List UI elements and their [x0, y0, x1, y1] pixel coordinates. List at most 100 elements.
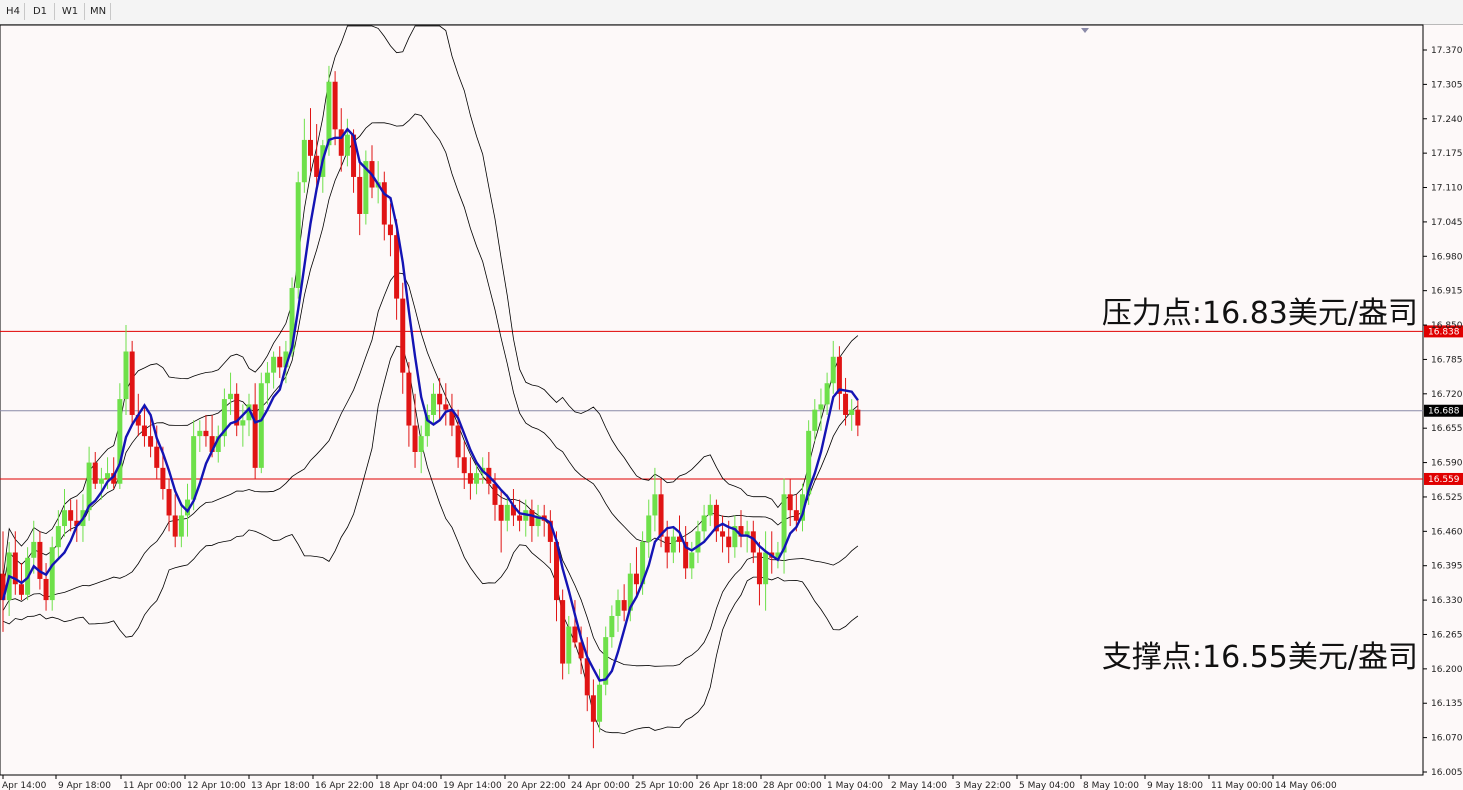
x-tick-label: 1 May 04:00 — [827, 781, 883, 790]
timeframe-tab-w1[interactable]: W1 — [56, 3, 85, 20]
x-tick-label: 12 Apr 10:00 — [187, 781, 246, 790]
candle-body — [314, 155, 320, 177]
candle — [129, 340, 135, 426]
candle-body — [670, 536, 676, 553]
candle — [117, 383, 123, 490]
candle — [756, 541, 762, 606]
candle-body — [166, 489, 172, 516]
timeframe-tab-d1[interactable]: D1 — [26, 3, 55, 20]
candle-body — [633, 573, 639, 585]
level-price-label: 16.838 — [1428, 327, 1460, 337]
x-tick-label: 14 May 06:00 — [1275, 781, 1337, 790]
timeframe-tab-mn[interactable]: MN — [86, 3, 111, 20]
candle-body — [277, 356, 283, 368]
candle — [830, 340, 836, 394]
y-tick-label: 16.200 — [1431, 665, 1463, 675]
chart-shift-marker-icon[interactable] — [1081, 28, 1089, 33]
timeframe-tab-h4[interactable]: H4 — [2, 3, 25, 20]
x-tick-label: 2 May 14:00 — [891, 781, 947, 790]
candle-body — [529, 510, 535, 527]
candle — [812, 399, 818, 442]
candle — [720, 515, 726, 553]
candle — [431, 383, 436, 426]
y-tick-label: 16.655 — [1431, 424, 1463, 434]
candle — [824, 372, 830, 415]
candle-body — [308, 139, 313, 156]
candle-body — [621, 600, 627, 611]
candle — [849, 399, 855, 431]
candle — [603, 626, 609, 696]
current-price-tag — [1424, 404, 1463, 417]
candle-body — [43, 578, 49, 601]
candle — [449, 393, 455, 437]
candle-body — [818, 404, 824, 410]
candle-body — [726, 536, 732, 548]
candle — [148, 414, 154, 458]
candle-body — [849, 409, 855, 415]
y-tick-label: 16.785 — [1431, 355, 1463, 365]
support-annotation: 支撑点:16.55美元/盎司 — [1102, 640, 1418, 675]
candle — [283, 340, 289, 384]
candle — [381, 171, 387, 241]
candle — [424, 404, 430, 447]
candle-body — [141, 425, 147, 437]
candle-body — [750, 531, 756, 553]
y-tick-label: 16.395 — [1431, 562, 1463, 572]
candle — [203, 414, 209, 447]
candle — [37, 531, 43, 590]
candle-body — [228, 393, 234, 400]
candle-body — [62, 510, 67, 527]
candle-body — [338, 129, 344, 156]
candle-body — [707, 504, 713, 516]
candle-body — [203, 430, 209, 437]
candle — [652, 467, 658, 532]
candle-body — [412, 425, 418, 452]
candle-body — [824, 383, 830, 405]
candle — [689, 541, 695, 579]
y-tick-label: 17.175 — [1431, 149, 1463, 159]
candle-body — [566, 626, 572, 664]
candle-body — [615, 600, 621, 616]
candle-body — [400, 298, 406, 373]
candle-body — [295, 182, 301, 289]
x-tick-label: 11 Apr 00:00 — [123, 781, 182, 790]
candles — [0, 65, 861, 749]
candle — [215, 425, 221, 463]
candle-body — [123, 351, 129, 400]
candle-body — [836, 356, 842, 394]
candle-body — [713, 504, 719, 532]
candle-body — [535, 515, 541, 527]
candle — [572, 600, 578, 648]
y-tick-label: 17.305 — [1431, 80, 1463, 90]
candle — [836, 346, 842, 410]
candle-body — [677, 536, 682, 542]
candle-body — [289, 288, 295, 352]
candle — [43, 563, 49, 611]
candle — [308, 108, 313, 172]
candle — [633, 547, 639, 595]
candle-body — [117, 399, 123, 484]
candle — [843, 377, 849, 426]
x-tick-label: Apr 14:00 — [2, 781, 47, 790]
candle-body — [215, 436, 221, 452]
candle-body — [461, 457, 467, 474]
level-price-tag — [1424, 472, 1463, 485]
candle-body — [154, 446, 160, 468]
candle — [49, 536, 55, 611]
candle-body — [160, 467, 166, 490]
candle — [246, 393, 252, 437]
candle-body — [283, 351, 289, 368]
candle — [228, 372, 234, 415]
candle-body — [18, 584, 24, 595]
candle — [584, 637, 590, 712]
y-tick-label: 17.110 — [1431, 184, 1463, 194]
candle-body — [843, 393, 849, 415]
candle-body — [763, 552, 769, 585]
candle-body — [830, 356, 836, 384]
candle — [406, 362, 412, 447]
candle-body — [148, 436, 154, 447]
candle-body — [0, 573, 6, 601]
candle — [400, 282, 406, 394]
y-tick-label: 17.370 — [1431, 46, 1463, 56]
